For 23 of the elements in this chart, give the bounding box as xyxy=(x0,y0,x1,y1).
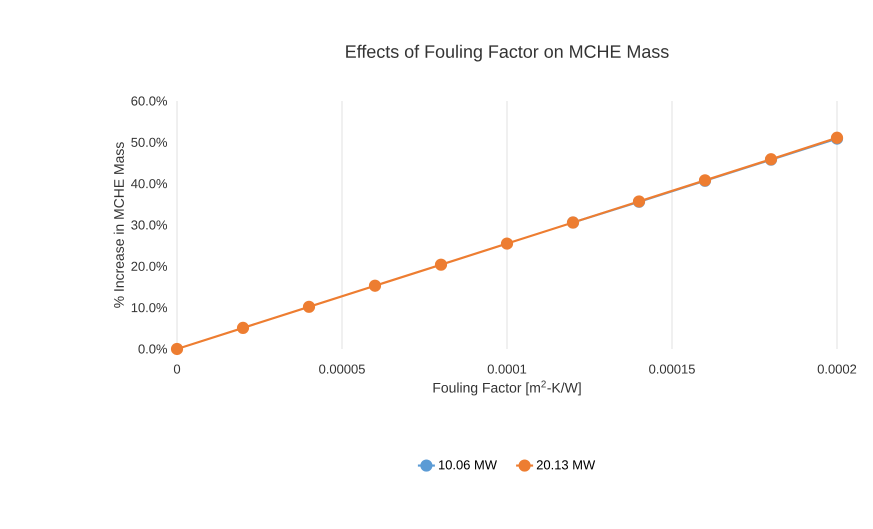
x-tick-label: 0.0001 xyxy=(488,364,526,374)
y-tick-label: 60.0% xyxy=(131,96,168,106)
x-tick-label: 0 xyxy=(174,364,180,374)
point xyxy=(302,300,316,313)
point xyxy=(434,258,448,271)
y-axis-title: % Increase in MCHE Mass xyxy=(114,142,124,308)
y-tick-label: 50.0% xyxy=(131,138,168,147)
y-tick-label: 10.0% xyxy=(132,303,168,312)
x-tick-label: 0.00015 xyxy=(649,364,695,374)
point xyxy=(170,342,184,356)
y-tick-label: 30.0% xyxy=(131,220,168,230)
legend-label: 10.06 MW xyxy=(438,460,497,470)
y-tick-label: 0.0% xyxy=(138,344,168,354)
point xyxy=(500,237,514,250)
x-axis-title: Fouling Factor [m$^{2}$-K/W] xyxy=(433,380,581,396)
y-tick-label: 40.0% xyxy=(131,179,168,188)
chart-title: Effects of Fouling Factor on MCHE Mass xyxy=(346,44,669,62)
x-tick-label: 0.0002 xyxy=(818,364,856,374)
point xyxy=(236,322,250,334)
point xyxy=(368,280,382,292)
x-tick-label: 0.00005 xyxy=(319,364,365,374)
y-tick-label: 20.0% xyxy=(131,262,168,271)
legend-label: 20.13 MW xyxy=(536,460,596,470)
